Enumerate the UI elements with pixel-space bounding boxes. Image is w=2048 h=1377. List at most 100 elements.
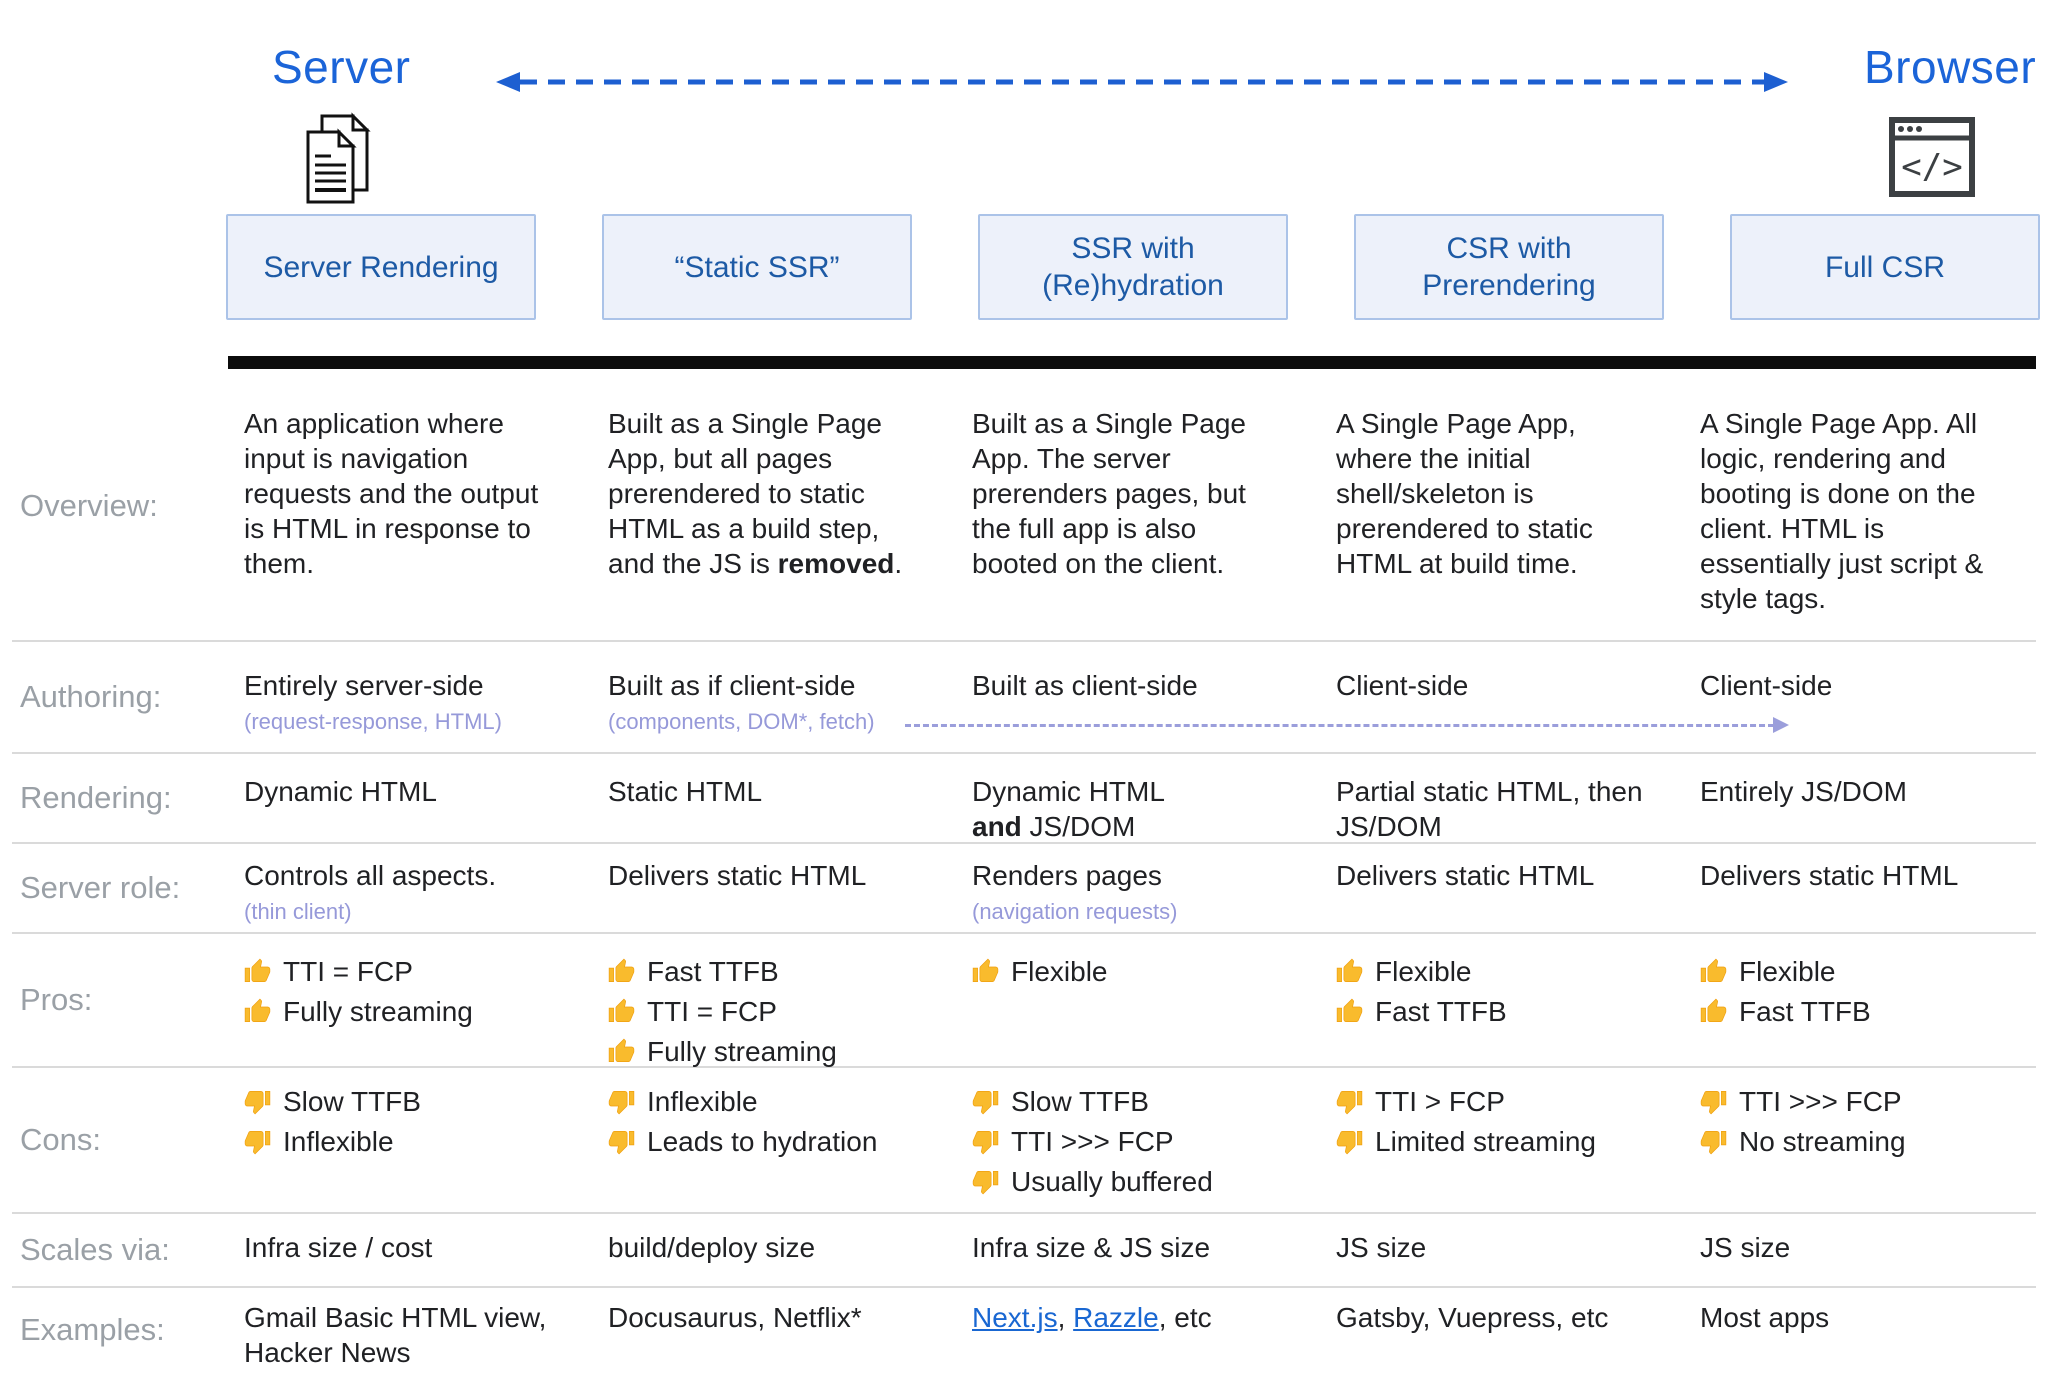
thumbs-down-icon bbox=[1700, 1088, 1727, 1115]
con-item: Inflexible bbox=[283, 1126, 394, 1157]
thumbs-up-icon bbox=[1336, 998, 1363, 1025]
thumbs-up-icon bbox=[1336, 958, 1363, 985]
thumbs-down-icon bbox=[972, 1088, 999, 1115]
rendering-line1: Dynamic HTML bbox=[972, 776, 1165, 807]
con-item: TTI >>> FCP bbox=[1011, 1126, 1174, 1157]
row-rendering: Rendering: Dynamic HTML Static HTML Dyna… bbox=[0, 754, 2048, 842]
pro-item: Flexible bbox=[1375, 956, 1472, 987]
server-role-static-ssr: Delivers static HTML bbox=[608, 860, 867, 891]
authoring-main: Client-side bbox=[1700, 670, 1833, 701]
rendering-ssr-rehydration: Dynamic HTML and JS/DOM bbox=[956, 754, 1320, 842]
scales-csr-prerendering: JS size bbox=[1336, 1232, 1427, 1263]
browser-window-icon: </> bbox=[1889, 117, 1975, 197]
authoring-static-ssr: Built as if client-side (components, DOM… bbox=[592, 642, 956, 752]
overview-static-ssr-text: Built as a Single Page App, but all page… bbox=[608, 408, 882, 579]
pro-item: Fast TTFB bbox=[1739, 996, 1871, 1027]
thumbs-up-icon bbox=[244, 998, 271, 1025]
con-item: No streaming bbox=[1739, 1126, 1906, 1157]
row-divider bbox=[12, 1066, 2036, 1068]
column-header-static-ssr: “Static SSR” bbox=[602, 214, 912, 320]
examples-csr-prerendering: Gatsby, Vuepress, etc bbox=[1336, 1302, 1609, 1333]
con-item: Usually buffered bbox=[1011, 1166, 1213, 1197]
overview-server-rendering: An application where input is navigation… bbox=[244, 408, 539, 579]
column-headers: Server Rendering “Static SSR” SSR with (… bbox=[226, 214, 2040, 320]
row-label-server-role: Server role: bbox=[20, 870, 181, 905]
con-item: Slow TTFB bbox=[1011, 1086, 1149, 1117]
scales-full-csr: JS size bbox=[1700, 1232, 1791, 1263]
row-examples: Examples: Gmail Basic HTML view, Hacker … bbox=[0, 1288, 2048, 1372]
thumbs-down-icon bbox=[608, 1128, 635, 1155]
rendering-full-csr: Entirely JS/DOM bbox=[1700, 776, 1907, 807]
con-item: Slow TTFB bbox=[283, 1086, 421, 1117]
server-documents-icon bbox=[306, 112, 371, 204]
thumbs-up-icon bbox=[244, 958, 271, 985]
razzle-link[interactable]: Razzle bbox=[1073, 1302, 1159, 1333]
rendering-server-rendering: Dynamic HTML bbox=[244, 776, 437, 807]
server-role-subtext: (navigation requests) bbox=[972, 899, 1178, 924]
authoring-csr-prerendering: Client-side bbox=[1320, 642, 1684, 752]
authoring-main: Client-side bbox=[1336, 670, 1469, 701]
overview-csr-prerendering: A Single Page App, where the initial she… bbox=[1336, 408, 1593, 579]
row-authoring: Authoring: Entirely server-side (request… bbox=[0, 642, 2048, 752]
examples-separator: , bbox=[1057, 1302, 1074, 1333]
server-role-subtext: (thin client) bbox=[244, 899, 352, 924]
row-label-examples: Examples: bbox=[20, 1312, 165, 1347]
examples-full-csr: Most apps bbox=[1700, 1302, 1830, 1333]
column-header-full-csr: Full CSR bbox=[1730, 214, 2040, 320]
server-role-ssr-rehydration: Renders pages (navigation requests) bbox=[956, 844, 1320, 932]
overview-ssr-rehydration: Built as a Single Page App. The server p… bbox=[972, 408, 1246, 579]
pro-item: Fully streaming bbox=[283, 996, 473, 1027]
con-item: TTI > FCP bbox=[1375, 1086, 1505, 1117]
authoring-full-csr: Client-side bbox=[1684, 642, 2048, 752]
row-label-cons: Cons: bbox=[20, 1122, 101, 1157]
con-item: Limited streaming bbox=[1375, 1126, 1596, 1157]
cons-full-csr: TTI >>> FCP No streaming bbox=[1684, 1068, 2048, 1212]
row-label-scales-via: Scales via: bbox=[20, 1232, 170, 1267]
examples-server-rendering: Gmail Basic HTML view, Hacker News bbox=[244, 1302, 547, 1368]
column-header-server-rendering: Server Rendering bbox=[226, 214, 536, 320]
thumbs-down-icon bbox=[608, 1088, 635, 1115]
table-top-rule bbox=[228, 356, 2036, 369]
row-label-rendering: Rendering: bbox=[20, 780, 172, 815]
thumbs-up-icon bbox=[1700, 958, 1727, 985]
pro-item: TTI = FCP bbox=[283, 956, 413, 987]
thumbs-down-icon bbox=[1700, 1128, 1727, 1155]
thumbs-up-icon bbox=[972, 958, 999, 985]
authoring-main: Built as client-side bbox=[972, 670, 1198, 701]
row-divider bbox=[12, 640, 2036, 642]
row-overview: Overview: An application where input is … bbox=[0, 372, 2048, 640]
pros-server-rendering: TTI = FCP Fully streaming bbox=[228, 934, 592, 1066]
cons-ssr-rehydration: Slow TTFB TTI >>> FCP Usually buffered bbox=[956, 1068, 1320, 1212]
server-endpoint-label: Server bbox=[272, 41, 411, 93]
pro-item: Fast TTFB bbox=[647, 956, 779, 987]
thumbs-up-icon bbox=[1700, 998, 1727, 1025]
examples-ssr-rehydration: Next.js, Razzle, etc bbox=[956, 1288, 1320, 1372]
server-browser-spectrum-arrow-icon bbox=[496, 72, 1788, 92]
row-pros: Pros: TTI = FCP Fully streaming Fast TTF… bbox=[0, 934, 2048, 1067]
row-label-pros: Pros: bbox=[20, 982, 93, 1017]
row-label-authoring: Authoring: bbox=[20, 679, 162, 714]
authoring-server-rendering: Entirely server-side (request-response, … bbox=[228, 642, 592, 752]
examples-static-ssr: Docusaurus, Netflix* bbox=[608, 1302, 862, 1333]
row-cons: Cons: Slow TTFB Inflexible Inflexible Le… bbox=[0, 1068, 2048, 1212]
thumbs-up-icon bbox=[608, 958, 635, 985]
server-role-server-rendering: Controls all aspects. (thin client) bbox=[228, 844, 592, 932]
row-server-role: Server role: Controls all aspects. (thin… bbox=[0, 844, 2048, 932]
rendering-static-ssr: Static HTML bbox=[608, 776, 763, 807]
thumbs-down-icon bbox=[1336, 1088, 1363, 1115]
thumbs-up-icon bbox=[608, 998, 635, 1025]
con-item: TTI >>> FCP bbox=[1739, 1086, 1902, 1117]
cons-server-rendering: Slow TTFB Inflexible bbox=[228, 1068, 592, 1212]
overview-static-ssr-bold: removed bbox=[777, 548, 895, 579]
overview-full-csr: A Single Page App. All logic, rendering … bbox=[1700, 408, 1984, 614]
row-scales-via: Scales via: Infra size / cost build/depl… bbox=[0, 1214, 2048, 1286]
scales-ssr-rehydration: Infra size & JS size bbox=[972, 1232, 1211, 1263]
authoring-main: Entirely server-side bbox=[244, 670, 484, 701]
rendering-rest: JS/DOM bbox=[1021, 811, 1136, 842]
authoring-subtext: (request-response, HTML) bbox=[244, 709, 502, 734]
nextjs-link[interactable]: Next.js bbox=[972, 1302, 1058, 1333]
pro-item: Fully streaming bbox=[647, 1036, 837, 1067]
row-divider bbox=[12, 1212, 2036, 1214]
thumbs-down-icon bbox=[244, 1088, 271, 1115]
